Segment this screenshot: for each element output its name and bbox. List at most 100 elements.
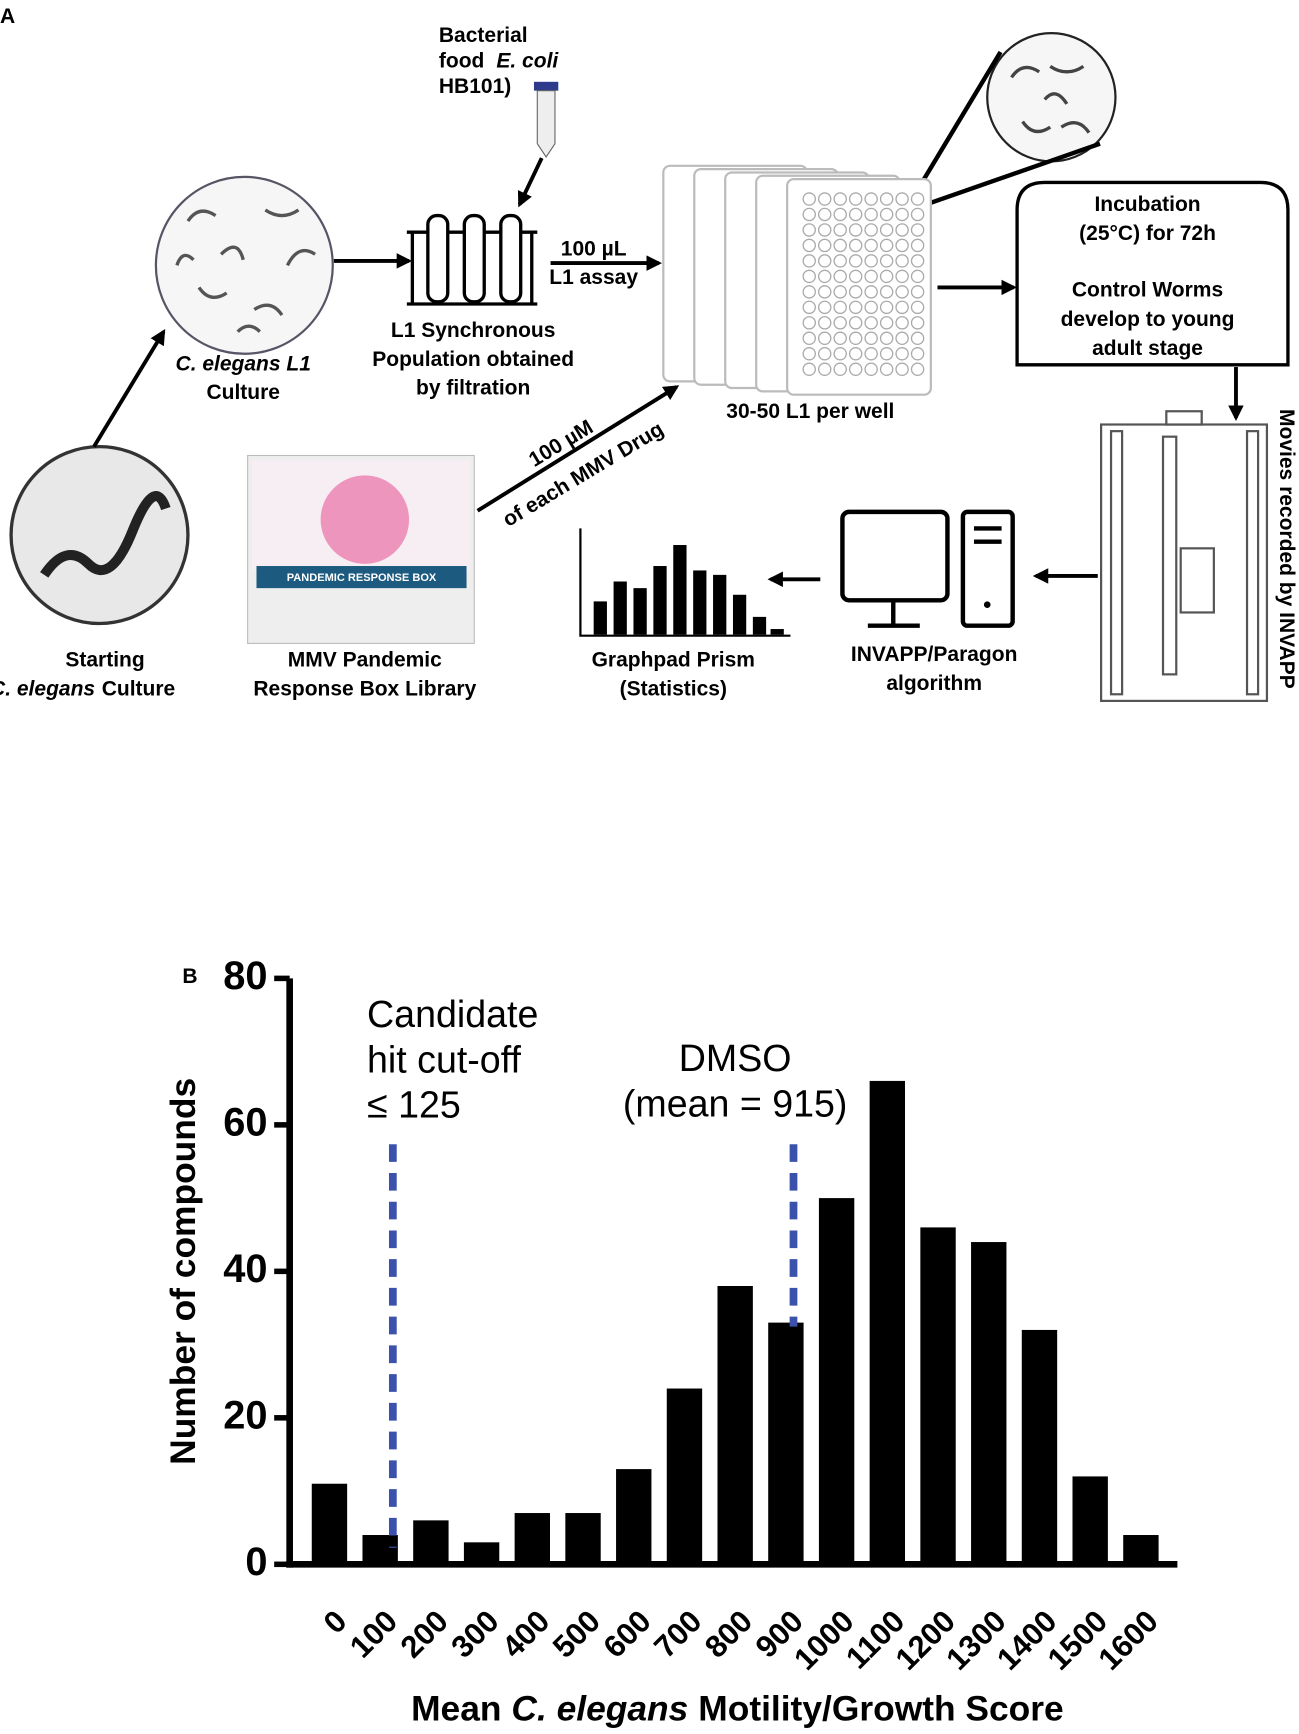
label-line: Movies recorded by INVAPP (1275, 409, 1298, 689)
well (864, 285, 878, 299)
well (864, 316, 878, 330)
well (802, 238, 816, 253)
worms (175, 208, 317, 333)
well (864, 223, 878, 237)
well (848, 362, 863, 376)
well (910, 285, 925, 299)
incubation-box (1015, 180, 1290, 367)
label-line: food (439, 49, 484, 72)
well (879, 223, 894, 237)
x-tick-label: 300 (444, 1603, 505, 1664)
well (833, 300, 847, 315)
bar (920, 1227, 956, 1565)
well (802, 192, 816, 206)
x-tick-label: 600 (596, 1603, 657, 1664)
bar (463, 1542, 500, 1565)
label-line: 30-50 L1 per well (726, 400, 894, 423)
bar (362, 1535, 398, 1565)
panel-label: A (0, 5, 15, 28)
label-line: L1 assay (549, 266, 638, 289)
well (910, 223, 925, 237)
well (895, 238, 909, 253)
well (833, 207, 847, 222)
well (848, 347, 863, 361)
well (895, 192, 909, 206)
well (802, 300, 816, 315)
panel-label: B (182, 965, 197, 988)
x-tick-label: 800 (698, 1603, 759, 1664)
well (864, 254, 878, 268)
label-line: Response Box Library (253, 677, 476, 700)
starting-culture (9, 444, 190, 626)
x-axis-label: Mean C. elegans Motility/Growth Score (411, 1690, 1064, 1729)
annotation: ≤ 125 (367, 1084, 461, 1126)
well (848, 316, 863, 330)
well (833, 269, 847, 284)
y-axis-label: Number of compounds (164, 1078, 203, 1465)
x-tick-label: 200 (394, 1603, 455, 1664)
well (910, 238, 925, 253)
well (817, 207, 832, 222)
label-line: Starting (65, 649, 144, 672)
x-axis-label-part: C. elegans (511, 1690, 688, 1729)
well (895, 254, 909, 268)
well (879, 238, 894, 253)
well (864, 300, 878, 315)
well (879, 254, 894, 268)
well (833, 192, 847, 206)
bar (1123, 1535, 1159, 1565)
well (879, 269, 894, 284)
well (817, 192, 832, 206)
well (817, 238, 832, 253)
bar (1021, 1329, 1058, 1565)
label-line: E. coli (496, 49, 559, 72)
well (802, 269, 816, 284)
panel-b: B010020030040050060070080090010001100120… (164, 954, 1178, 1729)
annotation: Candidate (367, 993, 538, 1035)
well (910, 331, 925, 346)
bar (666, 1388, 703, 1565)
y-tick-label: 60 (223, 1100, 267, 1144)
bar (311, 1483, 348, 1565)
well (910, 207, 925, 222)
well (879, 331, 894, 346)
x-tick-label: 1600 (1091, 1603, 1164, 1676)
well (817, 269, 832, 284)
well (833, 316, 847, 330)
tube-cap (533, 81, 559, 91)
bar (616, 1469, 652, 1565)
x-tick-label: 700 (647, 1603, 708, 1664)
x-tick-label: 400 (495, 1603, 556, 1664)
well (864, 207, 878, 222)
mini-axes (579, 528, 791, 637)
well (910, 316, 925, 330)
well (802, 254, 816, 268)
well (802, 331, 816, 346)
computer (840, 509, 1015, 628)
x-tick-label: 100 (343, 1603, 404, 1664)
mini-histogram (593, 545, 784, 635)
power-light (983, 601, 991, 609)
well (833, 285, 847, 299)
bar (768, 1322, 804, 1565)
label-line: C. elegans L1 (176, 352, 311, 375)
well (910, 362, 925, 376)
well (895, 316, 909, 330)
label-line: (Statistics) (620, 677, 727, 700)
well (833, 238, 847, 253)
label-line: Incubation (1094, 193, 1200, 216)
well (879, 347, 894, 361)
tube (536, 90, 556, 158)
well (910, 192, 925, 206)
bar (1072, 1476, 1108, 1565)
label-line: algorithm (886, 672, 982, 695)
well (895, 223, 909, 237)
well (879, 362, 894, 376)
magnified-well (986, 32, 1117, 163)
bar (413, 1520, 449, 1565)
tube-rack (406, 213, 538, 306)
label-line: Culture (206, 381, 280, 404)
y-tick-label: 80 (223, 954, 267, 998)
label-line: Population obtained (372, 348, 574, 371)
well (864, 238, 878, 253)
